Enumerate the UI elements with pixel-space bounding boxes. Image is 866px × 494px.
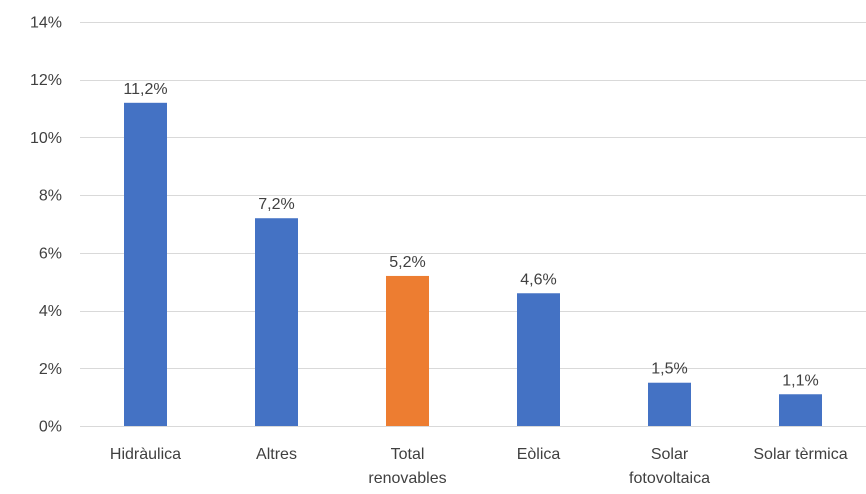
y-tick-label: 0% xyxy=(39,419,62,436)
data-label: 5,2% xyxy=(389,254,425,271)
bar xyxy=(255,218,298,426)
y-tick-label: 2% xyxy=(39,361,62,378)
y-tick-label: 10% xyxy=(30,130,62,147)
y-tick-label: 6% xyxy=(39,245,62,262)
data-label: 1,5% xyxy=(651,361,687,378)
category-label: Total xyxy=(391,446,425,463)
data-label: 11,2% xyxy=(123,81,167,98)
y-tick-label: 14% xyxy=(30,15,62,32)
bar xyxy=(517,293,560,426)
gridlines xyxy=(80,22,866,427)
category-label: Eòlica xyxy=(517,446,561,463)
bar xyxy=(124,102,167,427)
bar xyxy=(386,275,429,426)
category-label: fotovoltaica xyxy=(629,470,710,487)
y-tick-label: 4% xyxy=(39,303,62,320)
y-tick-label: 12% xyxy=(30,72,62,89)
bar xyxy=(779,394,822,426)
data-label: 4,6% xyxy=(520,271,556,288)
x-axis-category-labels: Hidràulica Altres Total renovables Eòlica Sol… xyxy=(110,446,848,487)
category-label: Altres xyxy=(256,446,297,463)
category-label: Hidràulica xyxy=(110,446,181,463)
category-label: renovables xyxy=(368,470,446,487)
y-tick-label: 8% xyxy=(39,188,62,205)
data-label: 1,1% xyxy=(782,372,818,389)
bars xyxy=(124,102,822,427)
bar xyxy=(648,382,691,426)
category-label: Solar tèrmica xyxy=(753,446,847,463)
category-label: Solar xyxy=(651,446,689,463)
data-labels: 11,2% 7,2% 5,2% 4,6% 1,5% 1,1% xyxy=(123,81,818,389)
data-label: 7,2% xyxy=(258,196,294,213)
y-axis-tick-labels: 0% 2% 4% 6% 8% 10% 12% 14% xyxy=(30,15,62,436)
